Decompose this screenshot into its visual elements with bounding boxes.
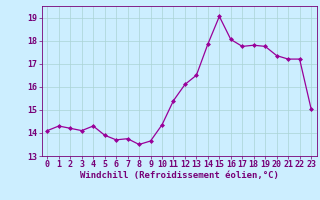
X-axis label: Windchill (Refroidissement éolien,°C): Windchill (Refroidissement éolien,°C) bbox=[80, 171, 279, 180]
